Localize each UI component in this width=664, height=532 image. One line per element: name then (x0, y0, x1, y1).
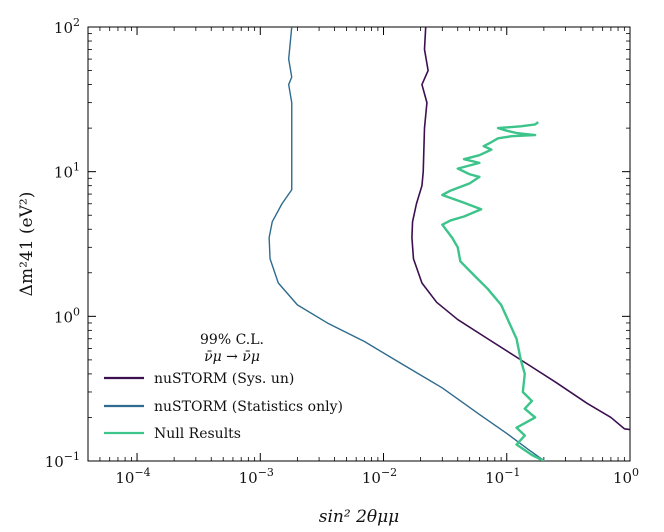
y-tick-label: 10−1 (45, 450, 80, 471)
y-tick-exponent: 1 (73, 161, 80, 174)
y-tick-base: 10 (54, 19, 73, 37)
legend-title-line1: 99% C.L. (200, 332, 264, 348)
legend-entries: nuSTORM (Sys. un) nuSTORM (Statistics onl… (104, 371, 343, 442)
y-tick-label: 100 (54, 305, 80, 326)
y-tick-base: 10 (45, 453, 64, 471)
x-tick-exponent: −1 (504, 466, 520, 479)
x-tick-exponent: −4 (134, 466, 150, 479)
series-group (268, 27, 630, 461)
series-line-null-results (441, 121, 545, 461)
y-tick-exponent: 0 (73, 305, 80, 318)
x-tick-base: 10 (613, 469, 632, 487)
legend: 99% C.L. ν̄μ → ν̄μ nuSTORM (Sys. un)nuST… (104, 332, 343, 442)
legend-title-line2: ν̄μ → ν̄μ (204, 349, 260, 365)
x-tick-label: 10−4 (115, 466, 150, 487)
x-tick-base: 10 (362, 469, 381, 487)
y-tick-base: 10 (54, 308, 73, 326)
x-tick-exponent: −3 (258, 466, 274, 479)
y-axis-label: Δm²41 (eV²) (17, 192, 37, 297)
x-tick-label: 10−1 (485, 466, 520, 487)
y-tick-exponent: 2 (73, 16, 80, 29)
legend-label: nuSTORM (Statistics only) (154, 399, 343, 415)
x-axis-label: sin² 2θμμ (319, 507, 399, 527)
y-tick-exponent: −1 (64, 450, 80, 463)
x-tick-label: 100 (613, 466, 639, 487)
x-tick-base: 10 (485, 469, 504, 487)
x-tick-exponent: −2 (381, 466, 397, 479)
x-tick-label: 10−2 (362, 466, 397, 487)
y-tick-base: 10 (54, 164, 73, 182)
series-line-nustorm-statistics-only (268, 27, 546, 461)
legend-label: nuSTORM (Sys. un) (154, 371, 294, 387)
x-tick-base: 10 (239, 469, 258, 487)
x-tick-label: 10−3 (239, 466, 274, 487)
legend-label: Null Results (154, 426, 241, 442)
series-line-nustorm-sys-un (411, 27, 630, 431)
x-tick-base: 10 (115, 469, 134, 487)
plot-area-frame (87, 26, 631, 462)
y-tick-label: 101 (54, 161, 80, 182)
y-tick-label: 102 (54, 16, 80, 37)
x-tick-exponent: 0 (632, 466, 639, 479)
